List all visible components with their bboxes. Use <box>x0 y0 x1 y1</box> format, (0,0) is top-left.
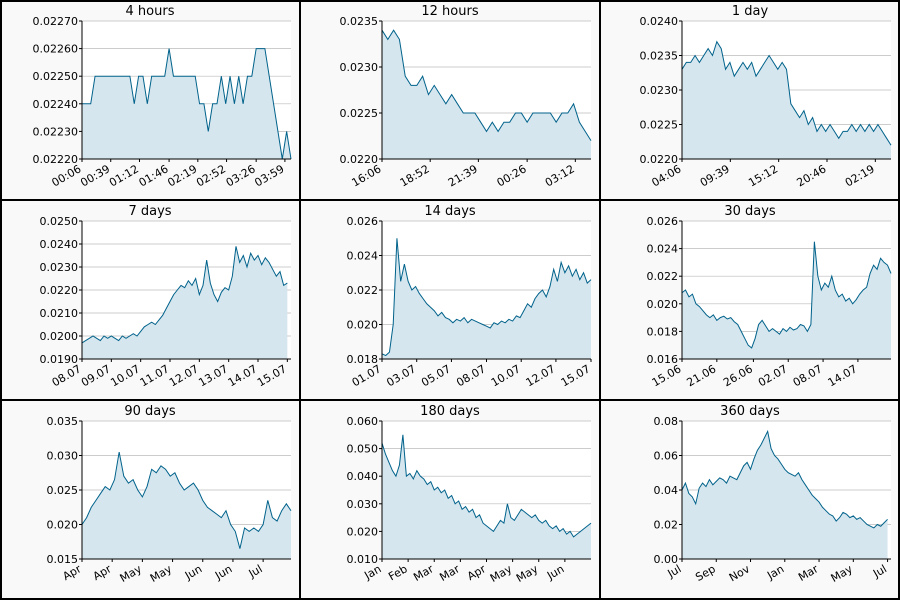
area-fill <box>382 434 591 559</box>
price-line <box>82 48 292 160</box>
y-tick-label: 0.02230 <box>33 125 79 138</box>
area-fill <box>682 241 891 359</box>
y-tick-label: 0.0225 <box>340 107 379 120</box>
chart-title: 1 day <box>732 4 769 19</box>
price-line <box>381 434 592 538</box>
x-tick-label: Jul <box>246 562 265 580</box>
chart-panel: 180 days0.0100.0200.0300.0400.0500.060Ja… <box>347 404 592 585</box>
y-tick-label: 0.020 <box>347 525 379 538</box>
price-line <box>681 241 892 349</box>
area-fill <box>382 30 591 160</box>
y-tick-label: 0.0225 <box>640 119 679 132</box>
y-tick-label: 0.024 <box>347 250 379 263</box>
price-line <box>681 40 892 146</box>
y-tick-label: 0.0200 <box>40 330 79 343</box>
y-tick-label: 0.02250 <box>33 70 79 83</box>
y-tick-label: 0.026 <box>647 215 679 228</box>
price-line <box>381 29 592 141</box>
y-tick-label: 0.015 <box>47 553 79 566</box>
y-tick-label: 0.018 <box>647 325 679 338</box>
y-tick-label: 0.04 <box>654 484 679 497</box>
x-tick-label: Jul <box>665 562 684 580</box>
y-tick-label: 0.060 <box>347 415 379 428</box>
y-tick-label: 0.030 <box>347 498 379 511</box>
chart-title: 90 days <box>124 404 176 419</box>
y-tick-label: 0.02240 <box>33 98 79 111</box>
y-tick-label: 0.0220 <box>640 153 679 166</box>
y-tick-label: 0.0190 <box>40 353 79 366</box>
area-fill <box>682 41 891 160</box>
y-tick-label: 0.040 <box>347 470 379 483</box>
y-tick-label: 0.0230 <box>640 84 679 97</box>
y-tick-label: 0.00 <box>654 553 679 566</box>
y-tick-label: 0.030 <box>47 450 79 463</box>
chart-title: 14 days <box>424 204 476 219</box>
price-line <box>81 246 288 344</box>
y-tick-label: 0.0235 <box>340 15 379 28</box>
y-tick-label: 0.0210 <box>40 307 79 320</box>
area-fill <box>682 431 888 559</box>
y-tick-label: 0.0240 <box>640 15 679 28</box>
y-tick-label: 0.02 <box>654 519 679 532</box>
y-tick-label: 0.0250 <box>40 215 79 228</box>
area-fill <box>82 452 291 559</box>
x-tick-label: Jul <box>870 562 889 580</box>
y-tick-label: 0.026 <box>347 215 379 228</box>
chart-title: 30 days <box>724 204 776 219</box>
chart-panel: 7 days 0.0190 0.0200 0.0210 0.0220 0.0230 0.02… <box>40 204 291 389</box>
y-tick-label: 0.02270 <box>33 15 79 28</box>
y-tick-label: 0.024 <box>647 243 679 256</box>
y-tick-label: 0.0220 <box>40 284 79 297</box>
y-tick-label: 0.0230 <box>40 261 79 274</box>
y-tick-label: 0.02260 <box>33 43 79 56</box>
y-tick-label: 0.0220 <box>340 153 379 166</box>
y-tick-label: 0.035 <box>47 415 79 428</box>
area-fill <box>382 238 591 359</box>
chart-title: 7 days <box>128 204 171 219</box>
y-tick-label: 0.02220 <box>33 153 79 166</box>
y-tick-label: 0.020 <box>647 298 679 311</box>
y-tick-label: 0.020 <box>47 519 79 532</box>
y-tick-label: 0.0240 <box>40 238 79 251</box>
area-fill <box>82 246 288 359</box>
price-line <box>681 429 888 529</box>
chart-title: 4 hours <box>126 4 175 19</box>
y-tick-label: 0.020 <box>347 319 379 332</box>
chart-title: 12 hours <box>421 4 478 19</box>
y-tick-label: 0.050 <box>347 443 379 456</box>
y-tick-label: 0.022 <box>647 270 679 283</box>
chart-title: 360 days <box>720 404 780 419</box>
y-tick-label: 0.0230 <box>340 61 379 74</box>
y-tick-label: 0.016 <box>647 353 679 366</box>
y-tick-label: 0.010 <box>347 553 379 566</box>
price-line <box>381 238 592 357</box>
price-line <box>81 451 292 549</box>
y-tick-label: 0.06 <box>654 450 679 463</box>
y-tick-label: 0.025 <box>47 484 79 497</box>
y-tick-label: 0.0235 <box>640 50 679 63</box>
y-tick-label: 0.018 <box>347 353 379 366</box>
chart-title: 180 days <box>420 404 480 419</box>
y-tick-label: 0.022 <box>347 284 379 297</box>
y-tick-label: 0.08 <box>654 415 679 428</box>
